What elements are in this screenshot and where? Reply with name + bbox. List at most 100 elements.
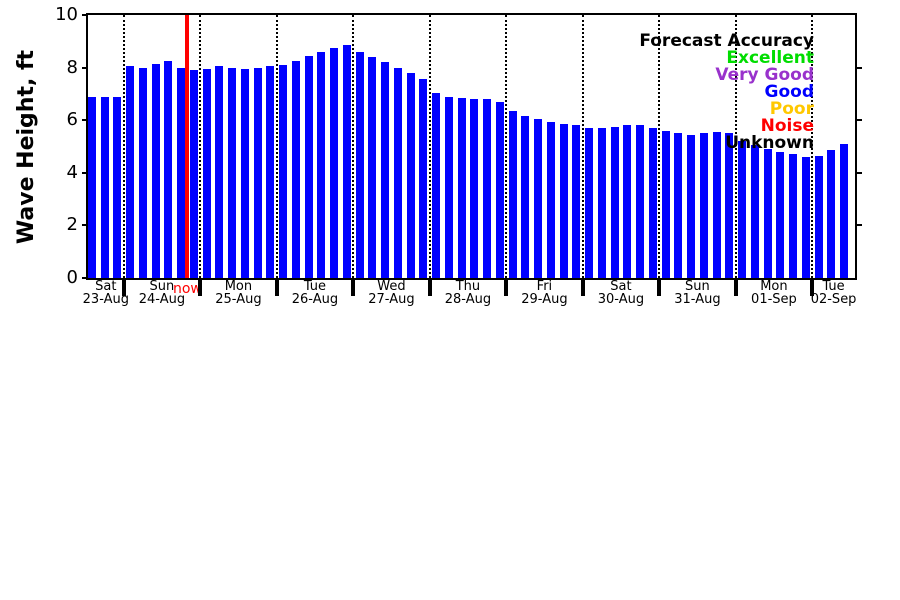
wave-bar: [304, 55, 313, 278]
day-separator-tick: [121, 278, 126, 296]
x-day-label: Tue 02-Sep: [789, 279, 879, 307]
day-boundary-gridline: [811, 15, 814, 278]
day-separator-tick: [733, 278, 738, 296]
wave-bar: [572, 125, 581, 278]
day-name: Mon: [760, 279, 788, 294]
wave-bar: [317, 51, 326, 278]
day-separator-tick: [810, 278, 815, 296]
wave-bar: [138, 67, 147, 278]
wave-bar: [674, 133, 683, 278]
day-date: 01-Sep: [751, 291, 797, 307]
y-tick-label: 6: [66, 109, 78, 131]
wave-bar: [699, 133, 708, 278]
day-name: Sun: [685, 279, 710, 294]
day-name: Tue: [303, 279, 327, 294]
legend-item-good: Good: [764, 82, 814, 102]
x-day-label: Sun 31-Aug: [652, 279, 742, 306]
wave-bar: [177, 67, 186, 278]
wave-bar: [840, 143, 849, 278]
wave-bar: [521, 116, 530, 278]
wave-bar: [393, 67, 402, 278]
wave-bar: [432, 92, 441, 278]
wave-bar: [279, 64, 288, 278]
wave-bar: [534, 118, 543, 278]
wave-bar: [738, 141, 747, 278]
wave-bar: [559, 124, 568, 278]
day-name: Mon: [224, 279, 253, 294]
day-date: 28-Aug: [444, 291, 492, 307]
day-name: Sat: [610, 279, 632, 294]
x-day-label: Thu 28-Aug: [423, 279, 513, 307]
day-name: Tue: [822, 279, 845, 294]
y-tick-label: 8: [66, 56, 78, 78]
wave-bar: [546, 121, 555, 278]
day-boundary-gridline: [581, 15, 584, 278]
wave-bar: [776, 151, 785, 278]
wave-bar: [648, 128, 657, 278]
day-separator-tick: [427, 278, 432, 296]
wave-bar: [330, 47, 339, 278]
x-day-label: Tue 26-Aug: [270, 279, 360, 307]
day-date: 29-Aug: [521, 291, 568, 307]
now-line: [185, 15, 190, 278]
wave-bar: [126, 66, 135, 278]
y-axis-tick-right: [855, 224, 862, 227]
wave-bar: [763, 149, 772, 278]
day-date: 26-Aug: [291, 291, 339, 307]
wave-bar: [470, 99, 479, 278]
y-tick-label: 2: [66, 214, 78, 236]
y-axis-tick: [82, 66, 88, 69]
wave-bar: [406, 72, 415, 278]
day-name: Wed: [377, 279, 406, 294]
day-boundary-gridline: [199, 15, 202, 278]
wave-bar: [444, 96, 453, 278]
day-date: 23-Aug: [82, 291, 129, 307]
wave-bar: [789, 154, 798, 278]
wave-bar: [827, 150, 836, 278]
wave-bar: [495, 101, 504, 278]
wave-bar: [189, 70, 198, 278]
day-boundary-gridline: [428, 15, 431, 278]
day-date: 25-Aug: [215, 291, 262, 307]
wave-bar: [368, 57, 377, 278]
day-boundary-gridline: [734, 15, 737, 278]
wave-bar: [801, 157, 810, 278]
day-separator-tick: [504, 278, 509, 296]
legend-item-noise: Noise: [760, 116, 814, 136]
wave-bar: [457, 97, 466, 278]
wave-bar: [750, 145, 759, 278]
x-day-label: Sat 30-Aug: [576, 279, 666, 307]
wave-bar: [814, 155, 823, 278]
legend-item-very-good: Very Good: [715, 65, 814, 85]
y-axis-tick: [82, 171, 88, 174]
day-date: 02-Sep: [810, 291, 857, 307]
y-axis-title: Wave Height, ft: [14, 49, 39, 245]
wave-bar: [202, 68, 211, 278]
y-axis-tick: [82, 14, 88, 16]
day-boundary-gridline: [505, 15, 508, 278]
wave-bar: [636, 125, 645, 278]
x-day-label: Mon 01-Sep: [729, 279, 819, 307]
wave-bar: [88, 96, 96, 278]
wave-bar: [113, 96, 122, 278]
wave-bar: [355, 51, 364, 278]
wave-bar: [164, 61, 173, 278]
wave-bar: [381, 62, 390, 278]
day-name: Thu: [455, 279, 481, 294]
wave-bar: [508, 110, 517, 278]
wave-bar: [597, 128, 606, 278]
wave-bar: [253, 67, 262, 278]
wave-bar: [215, 66, 224, 278]
wave-bar: [266, 66, 275, 278]
wave-bar: [687, 134, 696, 278]
wave-bar: [100, 96, 109, 278]
y-axis-tick-right: [855, 66, 862, 69]
wave-bar: [342, 45, 351, 278]
wave-bar: [610, 126, 619, 278]
day-date: 30-Aug: [597, 291, 645, 307]
day-separator-tick: [657, 278, 662, 296]
y-axis-tick: [82, 277, 88, 279]
legend-item-excellent: Excellent: [726, 48, 814, 68]
wave-bar: [228, 67, 237, 278]
day-separator-tick: [198, 278, 203, 296]
